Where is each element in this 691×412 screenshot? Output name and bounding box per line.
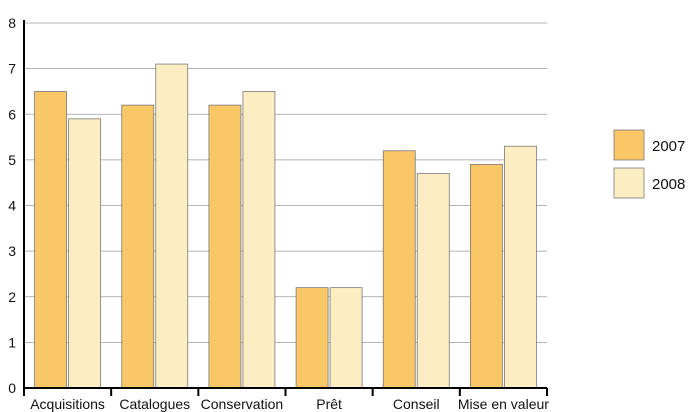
y-tick-label: 8 [8, 15, 16, 31]
bar-2008-3 [242, 91, 276, 389]
y-tick-label: 2 [8, 289, 16, 305]
x-category-labels: Acquisitions Catalogues Conservation Prêt Co… [30, 396, 549, 412]
bar-2007-6 [470, 164, 503, 389]
bar-2007-1 [34, 91, 67, 389]
bar-2007-5 [382, 150, 416, 389]
y-tick-label: 6 [8, 106, 16, 122]
bar-2008-6 [504, 145, 537, 389]
y-tick-label: 4 [8, 198, 16, 214]
bar-2007-3 [208, 104, 242, 389]
y-tick-labels: 0 1 2 3 4 5 6 7 8 [8, 15, 16, 396]
y-tick-label: 1 [8, 334, 16, 350]
x-category-label: Mise en valeur [458, 396, 549, 412]
bar-2008-5 [416, 173, 450, 389]
y-tick-label: 5 [8, 152, 16, 168]
x-category-label: Conservation [201, 396, 284, 412]
bar-2007-2 [121, 104, 155, 389]
x-category-label: Conseil [393, 396, 440, 412]
legend-label: 2008 [652, 176, 685, 193]
y-tick-label: 0 [8, 380, 16, 396]
legend-swatch-2007 [613, 129, 645, 161]
y-tick-label: 3 [8, 243, 16, 259]
bar-2008-4 [329, 287, 363, 389]
legend: 2007 2008 [613, 129, 685, 199]
bar-2008-2 [155, 63, 189, 389]
legend-swatch-2008 [613, 167, 645, 199]
bar-2007-4 [295, 287, 329, 389]
x-category-label: Prêt [316, 396, 342, 412]
axes [23, 20, 548, 396]
bar-2008-1 [68, 118, 101, 389]
bars [34, 63, 537, 389]
x-category-label: Catalogues [119, 396, 190, 412]
y-tick-label: 7 [8, 61, 16, 77]
gridlines [24, 22, 547, 343]
x-category-label: Acquisitions [30, 396, 105, 412]
legend-label: 2007 [652, 138, 685, 155]
